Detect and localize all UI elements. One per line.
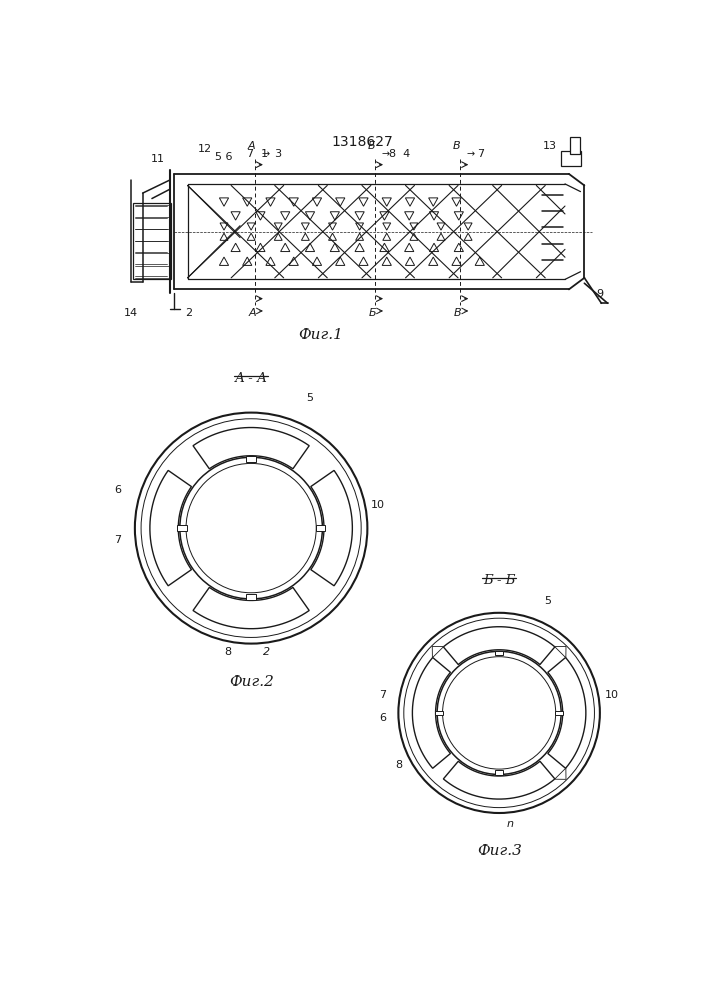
Text: 8  4: 8 4 xyxy=(389,149,410,159)
Text: В: В xyxy=(452,141,460,151)
Text: 9: 9 xyxy=(596,289,604,299)
Polygon shape xyxy=(554,646,566,658)
Bar xyxy=(561,151,580,166)
Circle shape xyxy=(437,651,561,774)
Polygon shape xyxy=(193,587,309,629)
Text: 7  1  3: 7 1 3 xyxy=(247,149,282,159)
Text: 5: 5 xyxy=(544,596,551,606)
Text: 1318627: 1318627 xyxy=(331,135,393,149)
Circle shape xyxy=(180,457,322,599)
Text: 10: 10 xyxy=(604,690,619,700)
Polygon shape xyxy=(193,428,309,469)
Text: Фиг.1: Фиг.1 xyxy=(298,328,344,342)
Polygon shape xyxy=(150,470,192,586)
Text: 2: 2 xyxy=(185,308,193,318)
Text: →: → xyxy=(261,149,269,159)
Bar xyxy=(177,525,187,531)
Text: А: А xyxy=(247,141,255,151)
Polygon shape xyxy=(311,470,352,586)
Bar xyxy=(134,203,170,279)
Text: А: А xyxy=(249,308,257,318)
Text: 6: 6 xyxy=(379,713,386,723)
Text: n: n xyxy=(507,819,514,829)
Circle shape xyxy=(135,413,368,644)
Text: H -: H - xyxy=(530,739,546,749)
Text: 12: 12 xyxy=(197,144,211,154)
Text: 8: 8 xyxy=(224,647,231,657)
Text: Б: Б xyxy=(369,308,377,318)
Bar xyxy=(571,137,580,154)
Text: 13: 13 xyxy=(542,141,556,151)
Polygon shape xyxy=(554,768,566,779)
Bar xyxy=(435,711,443,715)
Text: 10: 10 xyxy=(371,500,385,510)
Polygon shape xyxy=(412,658,450,768)
Text: ß₁: ß₁ xyxy=(237,539,249,549)
Text: 11: 11 xyxy=(151,153,165,163)
Text: Фиг.2: Фиг.2 xyxy=(228,675,274,689)
Bar xyxy=(247,456,256,462)
Text: В: В xyxy=(454,308,462,318)
Text: →: → xyxy=(381,149,390,159)
Text: А - А: А - А xyxy=(235,372,268,385)
Bar xyxy=(247,594,256,600)
Text: 2: 2 xyxy=(263,647,270,657)
Text: Б: Б xyxy=(368,141,375,151)
Text: H -: H - xyxy=(294,559,310,569)
Text: Б - Б: Б - Б xyxy=(483,574,515,587)
Text: 7: 7 xyxy=(477,149,484,159)
Text: 5: 5 xyxy=(305,393,312,403)
Polygon shape xyxy=(432,646,443,658)
Bar xyxy=(495,651,503,655)
Bar xyxy=(556,711,563,715)
Text: 8: 8 xyxy=(395,760,402,770)
Text: 7: 7 xyxy=(379,690,386,700)
Polygon shape xyxy=(548,658,586,768)
Text: 14: 14 xyxy=(124,308,138,318)
Text: Фиг.3: Фиг.3 xyxy=(477,844,522,858)
Text: 6: 6 xyxy=(114,485,121,495)
Circle shape xyxy=(398,613,600,813)
Bar xyxy=(495,770,503,775)
Text: →: → xyxy=(467,149,474,159)
Bar xyxy=(315,525,325,531)
Text: 5 6: 5 6 xyxy=(215,152,233,162)
Polygon shape xyxy=(443,627,555,665)
Text: 7: 7 xyxy=(114,535,121,545)
Polygon shape xyxy=(443,761,555,799)
Text: ß₂: ß₂ xyxy=(480,719,491,729)
